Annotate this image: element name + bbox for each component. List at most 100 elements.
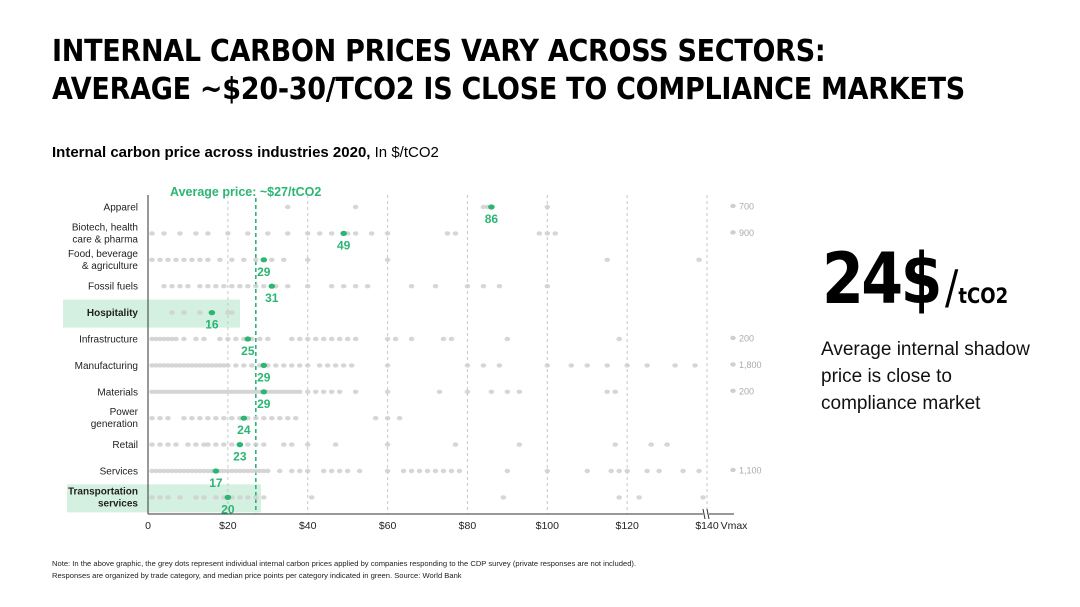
data-point xyxy=(608,468,614,474)
data-point xyxy=(173,257,179,262)
data-point xyxy=(288,442,295,447)
data-point xyxy=(185,468,191,474)
data-point xyxy=(225,468,231,474)
data-point xyxy=(205,416,211,421)
data-point xyxy=(261,495,267,500)
data-point xyxy=(544,231,551,236)
data-point xyxy=(229,284,235,289)
data-point xyxy=(189,468,195,474)
data-point xyxy=(253,389,259,394)
median-point xyxy=(340,230,347,236)
data-point xyxy=(249,468,255,474)
data-point xyxy=(173,336,179,342)
data-point xyxy=(205,363,211,368)
data-point xyxy=(165,495,171,500)
data-point xyxy=(272,363,279,368)
data-point xyxy=(328,468,335,474)
slide-title-line2: AVERAGE ~$20-30/TCO2 IS CLOSE TO COMPLIA… xyxy=(52,72,965,107)
data-point xyxy=(416,468,423,474)
data-point xyxy=(672,363,678,368)
data-point xyxy=(496,363,503,368)
data-point xyxy=(692,363,698,368)
median-point xyxy=(244,336,252,342)
vmax-value: 700 xyxy=(739,202,754,212)
data-point xyxy=(205,231,211,236)
data-point xyxy=(276,416,283,421)
data-point xyxy=(336,336,343,342)
x-tick-label: $40 xyxy=(299,520,317,532)
data-point xyxy=(217,257,223,262)
data-point xyxy=(296,468,303,474)
median-label: 29 xyxy=(257,370,271,384)
vmax-point xyxy=(730,335,736,341)
data-point xyxy=(396,416,403,421)
data-point xyxy=(197,363,203,368)
category-label: Materials xyxy=(97,387,138,398)
data-point xyxy=(344,336,351,342)
vmax-point xyxy=(730,388,736,393)
median-label: 86 xyxy=(485,212,499,226)
data-point xyxy=(616,468,622,474)
data-point xyxy=(241,363,247,368)
data-point xyxy=(304,336,311,342)
median-label: 29 xyxy=(257,265,271,279)
data-point xyxy=(205,257,211,262)
data-point xyxy=(392,336,399,342)
data-point xyxy=(181,416,187,421)
vmax-value: 900 xyxy=(739,228,754,238)
data-point xyxy=(161,231,167,236)
data-point xyxy=(157,363,163,368)
data-point xyxy=(205,389,211,394)
data-point xyxy=(356,468,363,474)
data-point xyxy=(253,284,259,289)
data-point xyxy=(149,257,155,262)
data-point xyxy=(149,442,155,447)
data-point xyxy=(197,416,203,421)
data-point xyxy=(217,363,223,368)
data-point xyxy=(165,442,171,447)
median-point xyxy=(236,442,244,448)
data-point xyxy=(165,363,171,368)
data-point xyxy=(241,389,247,394)
data-point xyxy=(504,336,511,342)
data-point xyxy=(229,416,235,421)
data-point xyxy=(568,363,575,368)
data-point xyxy=(161,468,167,474)
data-point xyxy=(328,284,335,289)
data-point xyxy=(384,257,391,262)
data-point xyxy=(384,336,391,342)
data-point xyxy=(280,363,287,368)
data-point xyxy=(452,231,459,236)
vmax-value: 1,800 xyxy=(739,360,762,370)
data-point xyxy=(229,310,235,315)
data-point xyxy=(440,468,447,474)
data-point xyxy=(169,363,175,368)
data-point xyxy=(233,468,239,474)
data-point xyxy=(253,416,259,421)
data-point xyxy=(257,336,263,342)
data-point xyxy=(193,468,199,474)
data-point xyxy=(276,389,283,394)
category-label: Biotech, health xyxy=(72,222,138,233)
median-label: 24 xyxy=(237,423,251,437)
data-point xyxy=(344,468,351,474)
x-tick-label: $20 xyxy=(219,520,237,532)
data-point xyxy=(384,231,391,236)
data-point xyxy=(229,468,235,474)
data-point xyxy=(245,442,251,447)
data-point xyxy=(209,363,215,368)
data-point xyxy=(268,257,275,262)
data-point xyxy=(364,284,371,289)
data-point xyxy=(436,389,443,394)
chart-subtitle: Internal carbon price across industries … xyxy=(52,144,439,161)
median-point xyxy=(260,389,268,395)
data-point xyxy=(284,389,291,394)
data-point xyxy=(177,284,183,289)
data-point xyxy=(177,231,183,236)
data-point xyxy=(432,468,439,474)
data-point xyxy=(488,389,495,394)
data-point xyxy=(173,468,179,474)
category-label: Infrastructure xyxy=(79,335,138,346)
data-point xyxy=(213,416,219,421)
